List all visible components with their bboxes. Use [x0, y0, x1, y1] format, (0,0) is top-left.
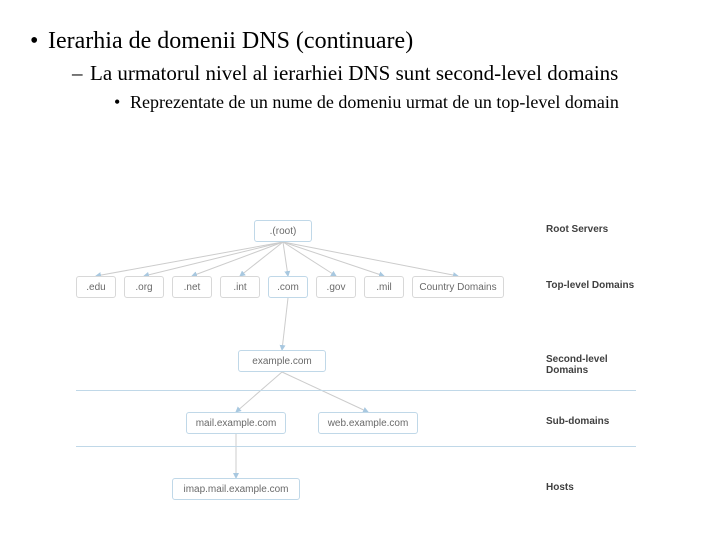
dns-hierarchy-diagram: .(root) Root Servers .edu .org .net .int .com.…	[76, 220, 636, 520]
node-tld-gov: .gov	[316, 276, 356, 298]
node-subdomain-1: web.example.com	[318, 412, 418, 434]
node-second-level: example.com	[238, 350, 326, 372]
node-tld-CountryDomains: Country Domains	[412, 276, 504, 298]
label-tld: Top-level Domains	[546, 280, 634, 291]
label-host: Hosts	[546, 482, 574, 493]
label-sub: Sub-domains	[546, 416, 609, 427]
bullet-list: Ierarhia de domenii DNS (continuare) La …	[30, 28, 690, 113]
label-sld: Second-level Domains	[546, 354, 636, 376]
node-subdomain-0: mail.example.com	[186, 412, 286, 434]
node-tld-net: .net	[172, 276, 212, 298]
node-tld-edu: .edu	[76, 276, 116, 298]
node-tld-mil: .mil	[364, 276, 404, 298]
bullet-level3: Reprezentate de un nume de domeniu urmat…	[130, 92, 690, 113]
node-root: .(root)	[254, 220, 312, 242]
row-separator	[76, 446, 636, 447]
node-host: imap.mail.example.com	[172, 478, 300, 500]
bullet-level2: La urmatorul nivel al ierarhiei DNS sunt…	[92, 61, 690, 86]
bullet-level1: Ierarhia de domenii DNS (continuare)	[48, 28, 690, 55]
node-tld-com: .com	[268, 276, 308, 298]
node-tld-int: .int	[220, 276, 260, 298]
label-root: Root Servers	[546, 224, 608, 235]
row-separator	[76, 390, 636, 391]
node-tld-org: .org	[124, 276, 164, 298]
slide: Ierarhia de domenii DNS (continuare) La …	[0, 0, 720, 540]
